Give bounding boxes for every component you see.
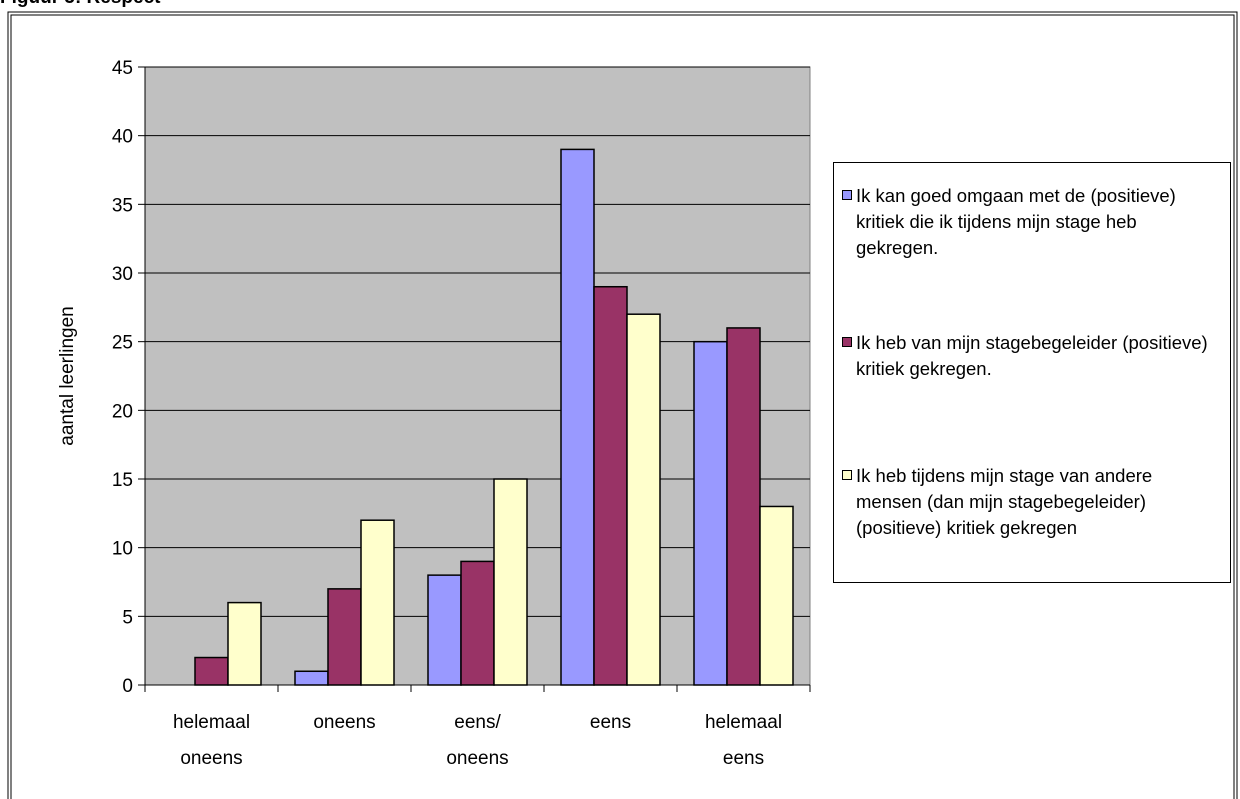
bar <box>693 340 728 686</box>
y-tick-label: 45 <box>112 58 133 79</box>
x-tick-label: eens/oneens <box>446 712 508 769</box>
bar <box>460 560 495 686</box>
legend-swatch <box>842 337 852 347</box>
legend-label: Ik kan goed omgaan met de (positieve) kr… <box>856 185 1176 258</box>
x-tick-label: helemaal eens <box>705 712 782 769</box>
y-tick-label: 25 <box>112 333 133 354</box>
legend-label: Ik heb van mijn stagebegeleider (positie… <box>856 332 1208 379</box>
x-tick-label: helemaal oneens <box>173 712 250 769</box>
bar <box>294 670 329 686</box>
legend-label: Ik heb tijdens mijn stage van andere men… <box>856 465 1153 538</box>
frame <box>7 11 1238 799</box>
x-tick-label: eens <box>590 712 631 733</box>
y-tick-label: 5 <box>122 607 133 628</box>
y-tick-label: 20 <box>112 401 133 422</box>
legend-swatch <box>842 190 852 200</box>
bar <box>227 601 262 686</box>
frame-inner <box>10 14 1235 799</box>
chart-title: Figuur 5: Respect <box>0 0 161 8</box>
y-tick-label: 35 <box>112 195 133 216</box>
y-tick-label: 10 <box>112 539 133 560</box>
bar <box>360 519 395 686</box>
legend: Ik kan goed omgaan met de (positieve) kr… <box>833 162 1231 583</box>
bar <box>626 313 661 686</box>
y-axis-label: aantal leerlingen <box>57 306 78 445</box>
legend-entry: Ik heb van mijn stagebegeleider (positie… <box>842 330 1222 382</box>
legend-swatch <box>842 470 852 480</box>
bar <box>560 148 595 686</box>
bar <box>593 285 628 686</box>
y-tick-label: 0 <box>122 676 133 697</box>
legend-entry: Ik kan goed omgaan met de (positieve) kr… <box>842 183 1222 261</box>
y-tick-label: 15 <box>112 470 133 491</box>
bar <box>759 505 794 686</box>
legend-entry: Ik heb tijdens mijn stage van andere men… <box>842 463 1222 541</box>
x-tick-label: oneens <box>313 712 375 733</box>
bar <box>194 656 229 686</box>
y-tick-label: 30 <box>112 264 133 285</box>
bar <box>327 588 362 686</box>
y-tick-label: 40 <box>112 127 133 148</box>
bar <box>427 574 462 686</box>
bar <box>726 327 761 686</box>
bar <box>493 478 528 686</box>
